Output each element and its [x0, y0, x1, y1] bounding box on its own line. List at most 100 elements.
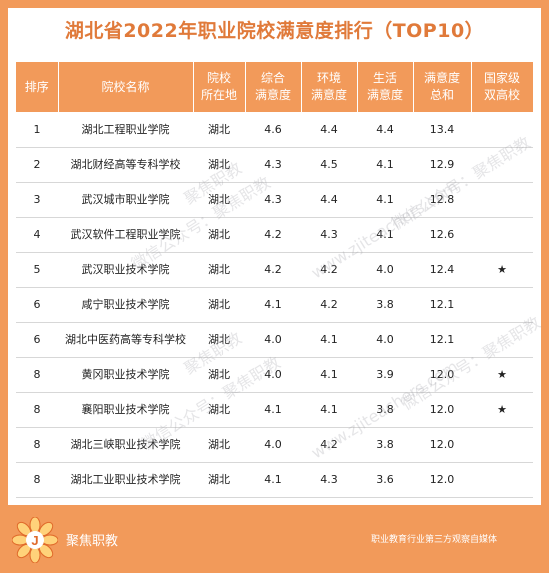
cell-school-name: 武汉软件工程职业学院: [58, 217, 193, 253]
cell-life: 3.8: [357, 287, 413, 323]
header-school-name: 院校名称: [58, 62, 194, 112]
table-row: 2 湖北财经高等专科学校 湖北 4.3 4.5 4.1 12.9: [16, 147, 533, 183]
cell-school-name: 湖北工程职业学院: [58, 112, 193, 148]
cell-life: 3.8: [357, 392, 413, 428]
cell-school-name: 武汉职业技术学院: [58, 252, 193, 288]
cell-double-high: ★: [471, 392, 533, 428]
table-row: 3 武汉城市职业学院 湖北 4.3 4.4 4.1 12.8: [16, 182, 533, 218]
cell-life: 3.6: [357, 462, 413, 498]
cell-overall: 4.6: [245, 112, 301, 148]
cell-overall: 4.2: [245, 252, 301, 288]
cell-total: 12.8: [413, 182, 471, 218]
cell-location: 湖北: [193, 392, 245, 428]
footer-slogan: 职业教育行业第三方观察自媒体: [370, 535, 497, 545]
brand-logo-icon: J: [12, 517, 58, 563]
cell-double-high: [471, 427, 533, 463]
cell-overall: 4.0: [245, 357, 301, 393]
cell-location: 湖北: [193, 182, 245, 218]
cell-school-name: 湖北财经高等专科学校: [58, 147, 193, 183]
footer-bar: J 聚焦职教 职业教育行业第三方观察自媒体: [0, 505, 549, 573]
cell-location: 湖北: [193, 427, 245, 463]
ranking-table: 排序 院校名称 院校 所在地 综合 满意度 环境 满意度 生活 满意度 满意度 …: [16, 62, 534, 498]
cell-double-high: [471, 462, 533, 498]
cell-school-name: 武汉城市职业学院: [58, 182, 193, 218]
cell-life: 4.0: [357, 322, 413, 358]
cell-rank: 2: [16, 147, 58, 183]
cell-life: 4.1: [357, 147, 413, 183]
cell-double-high: [471, 322, 533, 358]
cell-total: 12.6: [413, 217, 471, 253]
cell-environment: 4.2: [301, 427, 357, 463]
cell-environment: 4.4: [301, 182, 357, 218]
cell-overall: 4.2: [245, 217, 301, 253]
cell-location: 湖北: [193, 252, 245, 288]
cell-environment: 4.1: [301, 357, 357, 393]
cell-school-name: 湖北中医药高等专科学校: [58, 322, 193, 358]
cell-location: 湖北: [193, 462, 245, 498]
header-satisfaction-total: 满意度 总和: [413, 62, 472, 112]
cell-environment: 4.3: [301, 217, 357, 253]
cell-environment: 4.2: [301, 252, 357, 288]
header-life-satisfaction: 生活 满意度: [357, 62, 414, 112]
table-row: 8 襄阳职业技术学院 湖北 4.1 4.1 3.8 12.0 ★: [16, 392, 533, 428]
cell-rank: 8: [16, 427, 58, 463]
table-header-row: 排序 院校名称 院校 所在地 综合 满意度 环境 满意度 生活 满意度 满意度 …: [16, 62, 534, 112]
table-row: 5 武汉职业技术学院 湖北 4.2 4.2 4.0 12.4 ★: [16, 252, 533, 288]
cell-life: 3.9: [357, 357, 413, 393]
cell-rank: 6: [16, 322, 58, 358]
header-overall-satisfaction: 综合 满意度: [245, 62, 302, 112]
cell-rank: 8: [16, 462, 58, 498]
cell-location: 湖北: [193, 112, 245, 148]
header-double-high-school: 国家级 双高校: [471, 62, 534, 112]
cell-overall: 4.3: [245, 182, 301, 218]
cell-location: 湖北: [193, 357, 245, 393]
table-row: 6 咸宁职业技术学院 湖北 4.1 4.2 3.8 12.1: [16, 287, 533, 323]
cell-overall: 4.1: [245, 462, 301, 498]
cell-life: 4.4: [357, 112, 413, 148]
cell-life: 4.1: [357, 217, 413, 253]
cell-life: 4.1: [357, 182, 413, 218]
cell-rank: 1: [16, 112, 58, 148]
table-row: 4 武汉软件工程职业学院 湖北 4.2 4.3 4.1 12.6: [16, 217, 533, 253]
cell-rank: 4: [16, 217, 58, 253]
cell-total: 12.4: [413, 252, 471, 288]
cell-total: 12.0: [413, 427, 471, 463]
table-row: 8 湖北三峡职业技术学院 湖北 4.0 4.2 3.8 12.0: [16, 427, 533, 463]
cell-location: 湖北: [193, 217, 245, 253]
cell-rank: 6: [16, 287, 58, 323]
cell-total: 12.1: [413, 322, 471, 358]
cell-environment: 4.4: [301, 112, 357, 148]
cell-total: 13.4: [413, 112, 471, 148]
logo-letter: J: [31, 533, 38, 548]
cell-life: 4.0: [357, 252, 413, 288]
cell-double-high: ★: [471, 357, 533, 393]
header-rank: 排序: [16, 62, 59, 112]
cell-double-high: [471, 287, 533, 323]
cell-environment: 4.2: [301, 287, 357, 323]
cell-school-name: 黄冈职业技术学院: [58, 357, 193, 393]
cell-double-high: [471, 112, 533, 148]
cell-rank: 5: [16, 252, 58, 288]
cell-total: 12.1: [413, 287, 471, 323]
table-row: 1 湖北工程职业学院 湖北 4.6 4.4 4.4 13.4: [16, 112, 533, 148]
cell-location: 湖北: [193, 322, 245, 358]
cell-overall: 4.0: [245, 322, 301, 358]
cell-rank: 3: [16, 182, 58, 218]
header-environment-satisfaction: 环境 满意度: [301, 62, 358, 112]
cell-double-high: [471, 182, 533, 218]
cell-double-high: [471, 217, 533, 253]
table-row: 6 湖北中医药高等专科学校 湖北 4.0 4.1 4.0 12.1: [16, 322, 533, 358]
cell-school-name: 襄阳职业技术学院: [58, 392, 193, 428]
cell-environment: 4.1: [301, 322, 357, 358]
table-body: 1 湖北工程职业学院 湖北 4.6 4.4 4.4 13.4 2 湖北财经高等专科学校 湖北 4.3…: [16, 112, 533, 498]
cell-rank: 8: [16, 392, 58, 428]
cell-total: 12.0: [413, 357, 471, 393]
cell-school-name: 湖北工业职业技术学院: [58, 462, 193, 498]
cell-double-high: [471, 147, 533, 183]
cell-overall: 4.3: [245, 147, 301, 183]
cell-school-name: 湖北三峡职业技术学院: [58, 427, 193, 463]
cell-rank: 8: [16, 357, 58, 393]
header-location: 院校 所在地: [193, 62, 246, 112]
cell-total: 12.0: [413, 392, 471, 428]
